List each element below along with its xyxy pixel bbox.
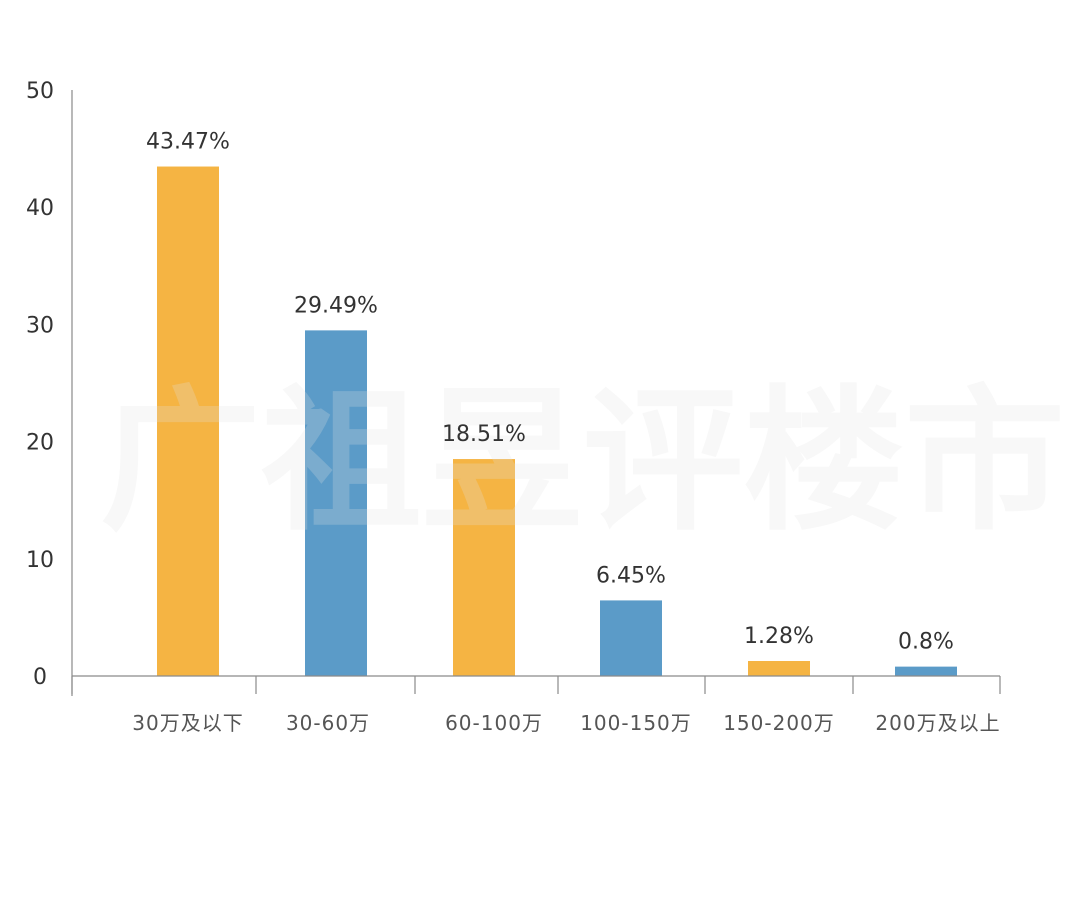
y-tick-label: 20 xyxy=(26,431,54,456)
data-label: 18.51% xyxy=(442,422,526,447)
y-tick-label: 10 xyxy=(26,548,54,573)
bar xyxy=(600,600,662,676)
x-tick-label: 30-60万 xyxy=(286,711,370,735)
y-tick-label: 30 xyxy=(26,313,54,338)
bar xyxy=(895,666,957,676)
bar xyxy=(453,459,515,676)
x-tick-label: 150-200万 xyxy=(723,711,835,735)
data-label: 1.28% xyxy=(744,624,814,649)
data-label: 6.45% xyxy=(596,563,666,588)
axes xyxy=(71,90,1001,696)
x-tick-label: 30万及以下 xyxy=(132,711,243,735)
y-tick-label: 0 xyxy=(33,665,47,690)
labels-layer: 0 10 20 30 40 50 30万及以下 30-60万 60-100万 100-150万 15… xyxy=(26,79,1000,735)
watermark-text: 广祖昱评楼市 xyxy=(100,369,1065,552)
y-tick-label: 40 xyxy=(26,196,54,221)
bar xyxy=(305,330,367,676)
x-tick-label: 100-150万 xyxy=(580,711,692,735)
bars-layer xyxy=(157,166,957,676)
data-label: 29.49% xyxy=(294,293,378,318)
x-tick-label: 60-100万 xyxy=(445,711,543,735)
y-tick-label: 50 xyxy=(26,79,54,104)
bar xyxy=(157,166,219,676)
x-tick-label: 200万及以上 xyxy=(875,711,1000,735)
data-label: 43.47% xyxy=(146,130,230,155)
data-label: 0.8% xyxy=(898,630,954,655)
bar xyxy=(748,660,810,676)
